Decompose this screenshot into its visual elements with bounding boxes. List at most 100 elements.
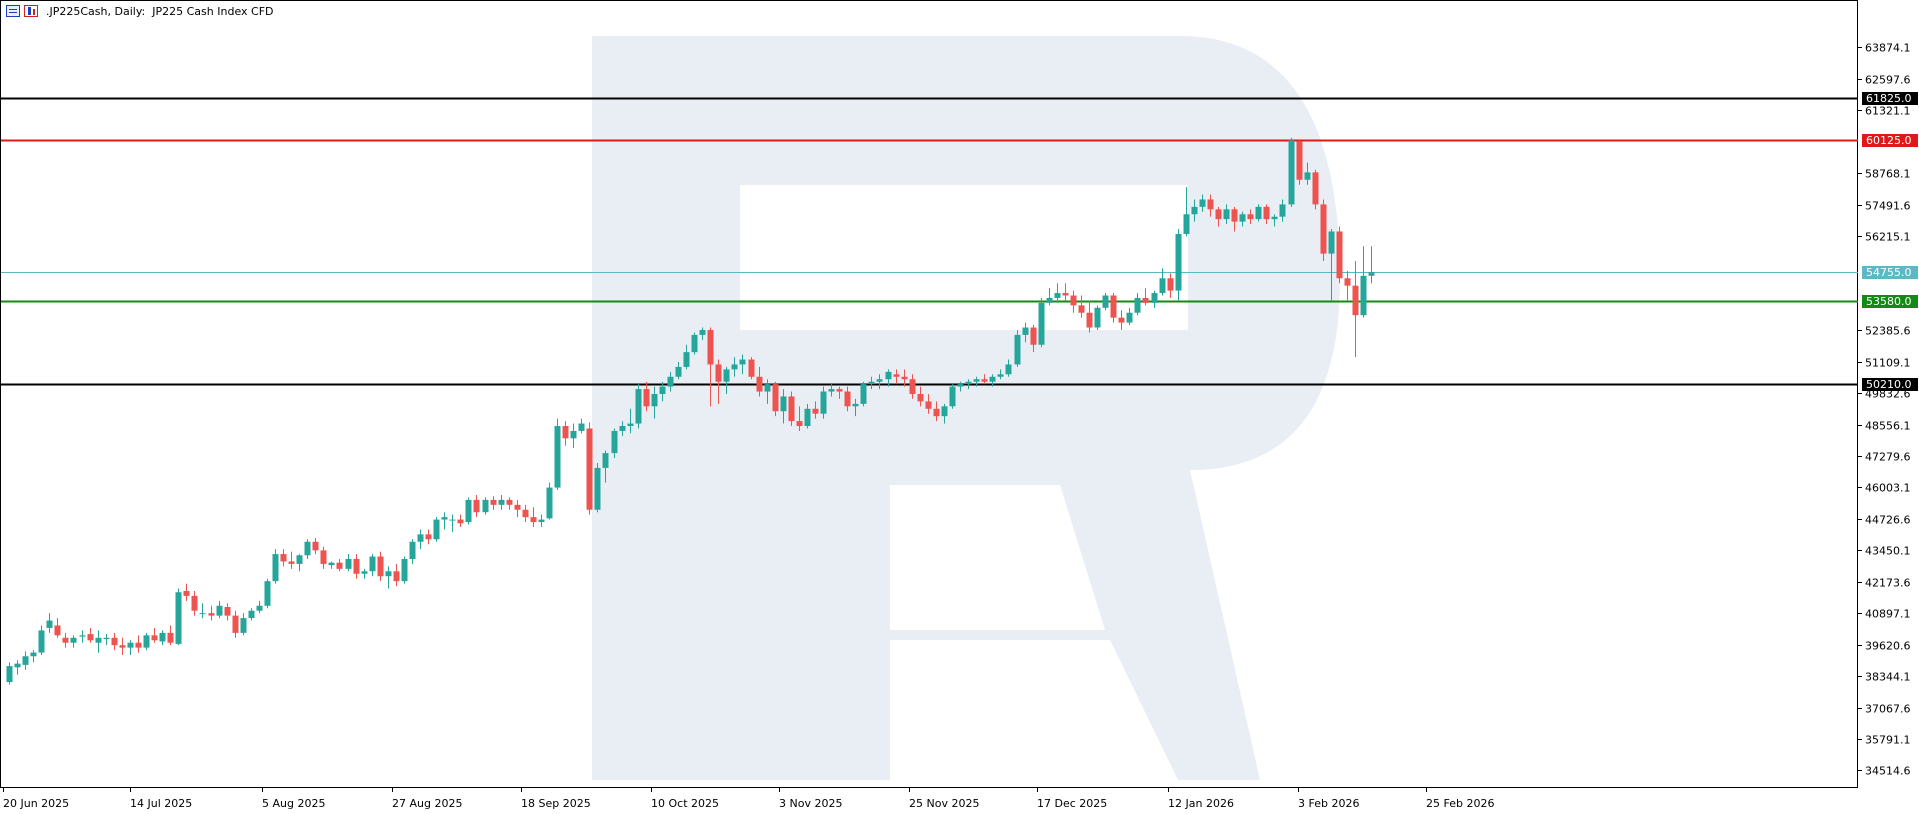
candle-body: [852, 403, 859, 407]
candle-body: [1070, 295, 1077, 306]
candle-body: [143, 635, 150, 648]
candle-body: [860, 384, 867, 404]
candle-body: [135, 642, 142, 648]
candle-body: [417, 534, 424, 542]
candle-body: [151, 635, 158, 641]
candle-body: [1344, 278, 1351, 286]
candle-body: [1199, 199, 1206, 207]
candle-body: [1231, 209, 1238, 222]
candle-body: [643, 389, 650, 407]
price-tag: [1862, 134, 1918, 147]
chart-title: .JP225Cash, Daily: JP225 Cash Index CFD: [46, 4, 274, 18]
candle-body: [256, 605, 263, 611]
x-tick-label: 3 Nov 2025: [779, 797, 842, 810]
x-tick-label: 5 Aug 2025: [262, 797, 325, 810]
candle-body: [578, 423, 585, 431]
candle-body: [216, 605, 223, 616]
candle-body: [1215, 209, 1222, 220]
candle-body: [570, 430, 577, 439]
candle-body: [828, 389, 835, 392]
candle-body: [1239, 214, 1246, 222]
candle-body: [1288, 140, 1295, 205]
price-tag: [1862, 378, 1918, 391]
candle-body: [989, 376, 996, 382]
candle-body: [1263, 206, 1270, 220]
candle-body: [490, 499, 497, 505]
candle-body: [885, 371, 892, 380]
candle-body: [393, 571, 400, 582]
x-tick-label: 12 Jan 2026: [1168, 797, 1234, 810]
candle-body: [715, 364, 722, 382]
x-tick-label: 10 Oct 2025: [651, 797, 719, 810]
price-tag-label: 50210.0: [1866, 378, 1912, 391]
candle-body: [538, 519, 545, 523]
candle-body: [1336, 231, 1343, 279]
candle-body: [796, 421, 803, 427]
price-tag-label: 60125.0: [1866, 134, 1912, 147]
candle-body: [473, 499, 480, 513]
y-tick-label: 34514.6: [1865, 765, 1911, 778]
candle-body: [868, 381, 875, 385]
y-tick-label: 56215.1: [1865, 231, 1911, 244]
candle-body: [95, 637, 102, 643]
candle-body: [635, 389, 642, 424]
candle-body: [1159, 278, 1166, 294]
candle-body: [731, 364, 738, 370]
candle-body: [465, 499, 472, 523]
candle-body: [167, 632, 174, 643]
candle-body: [280, 554, 287, 562]
candle-body: [1271, 216, 1278, 220]
candle-body: [530, 517, 537, 523]
candle-body: [1312, 172, 1319, 205]
candle-body: [296, 555, 303, 564]
x-tick-label: 3 Feb 2026: [1298, 797, 1359, 810]
candle-body: [441, 517, 448, 520]
candle-body: [611, 430, 618, 454]
candle-body: [506, 499, 513, 505]
candlestick-icon[interactable]: [24, 5, 38, 17]
candle-body: [941, 406, 948, 417]
candle-body: [401, 558, 408, 582]
x-tick-label: 14 Jul 2025: [130, 797, 192, 810]
y-tick-label: 47279.6: [1865, 451, 1911, 464]
candle-body: [240, 618, 247, 633]
candle-body: [723, 369, 730, 382]
y-tick-label: 63874.1: [1865, 42, 1911, 55]
candle-body: [14, 663, 21, 668]
candle-body: [46, 620, 53, 628]
price-tag: [1862, 295, 1918, 308]
candle-body: [482, 499, 489, 513]
candle-body: [175, 592, 182, 644]
candle-body: [554, 426, 561, 488]
candle-body: [264, 581, 271, 606]
candle-body: [87, 634, 94, 641]
candle-body: [965, 381, 972, 385]
candle-body: [667, 376, 674, 387]
price-tag-label: 53580.0: [1866, 295, 1912, 308]
candle-body: [812, 408, 819, 414]
candle-body: [546, 487, 553, 519]
candle-body: [876, 379, 883, 382]
axes: 63874.1 62597.6 61321.1 58768.1 57491.6 56215…: [3, 42, 1918, 810]
candle-body: [224, 607, 231, 616]
y-tick-label: 61321.1: [1865, 105, 1911, 118]
candle-body: [385, 571, 392, 577]
candle-body: [820, 391, 827, 414]
candle-body: [522, 509, 529, 518]
candle-body: [627, 423, 634, 427]
y-tick-label: 62597.6: [1865, 74, 1911, 87]
plot-border: [0, 0, 1858, 788]
candle-body: [1183, 214, 1190, 234]
candle-body: [699, 329, 706, 335]
candle-body: [1126, 312, 1133, 323]
candle-body: [562, 426, 569, 439]
level-lines: [1, 97, 1858, 386]
candle-body: [1151, 293, 1158, 303]
candle-body: [304, 541, 311, 556]
y-tick-label: 42173.6: [1865, 577, 1911, 590]
candle-body: [1086, 312, 1093, 328]
candle-body: [183, 591, 190, 596]
list-icon[interactable]: [6, 5, 20, 17]
candle-body: [659, 386, 666, 394]
